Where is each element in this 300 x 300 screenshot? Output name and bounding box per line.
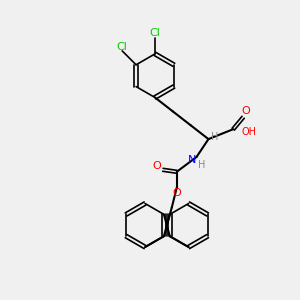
Text: OH: OH bbox=[241, 127, 256, 137]
Text: H: H bbox=[211, 132, 218, 142]
Text: O: O bbox=[172, 188, 181, 198]
Text: Cl: Cl bbox=[149, 28, 161, 38]
Text: N: N bbox=[188, 155, 196, 165]
Text: H: H bbox=[198, 160, 205, 170]
Text: O: O bbox=[242, 106, 250, 116]
Text: Cl: Cl bbox=[117, 42, 128, 52]
Text: O: O bbox=[153, 161, 161, 171]
